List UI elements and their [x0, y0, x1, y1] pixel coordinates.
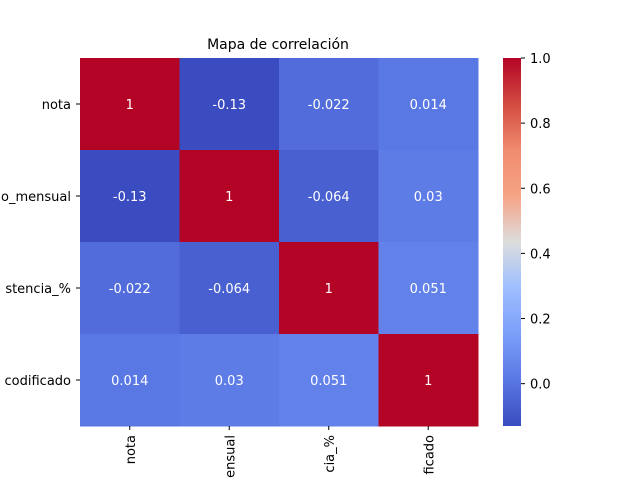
heatmap-cell — [80, 58, 180, 151]
column-label: nota — [124, 435, 139, 464]
heatmap-cell — [179, 58, 280, 151]
colorbar-tick-label: 0.8 — [530, 117, 551, 132]
heatmap-cell — [279, 242, 379, 335]
row-label: o_mensual — [1, 190, 71, 205]
cell-value-label: -0.13 — [212, 98, 246, 113]
heatmap-cell — [279, 334, 379, 427]
heatmap-cell-labels: 1 -0.13 -0.022 0.014 -0.13 1 -0.064 0.03 -0.022 -… — [109, 98, 447, 389]
row-label: stencia_% — [5, 282, 71, 297]
column-label: ensual — [223, 435, 238, 478]
heatmap-cells — [80, 58, 479, 427]
chart-title: Mapa de correlación — [207, 37, 349, 53]
column-tick-labels: nota ensual cia_% ficado — [124, 426, 437, 478]
heatmap-cell — [279, 150, 379, 243]
row-tick-labels: nota o_mensual stencia_% codificado — [1, 98, 80, 389]
cell-value-label: 0.03 — [414, 190, 443, 205]
heatmap-cell — [378, 242, 479, 335]
heatmap-cell — [179, 150, 280, 243]
cell-value-label: 1 — [126, 98, 134, 113]
heatmap-cell — [80, 242, 180, 335]
column-label: cia_% — [323, 435, 338, 473]
colorbar — [503, 58, 521, 426]
row-label: codificado — [5, 374, 72, 389]
cell-value-label: 0.051 — [410, 282, 447, 297]
colorbar-ticks: 0.0 0.2 0.4 0.6 0.8 1.0 — [521, 52, 551, 393]
cell-value-label: -0.064 — [308, 190, 350, 205]
cell-value-label: 0.03 — [215, 374, 244, 389]
cell-value-label: -0.022 — [109, 282, 151, 297]
cell-value-label: 0.051 — [310, 374, 347, 389]
cell-value-label: 1 — [225, 190, 233, 205]
heatmap-cell — [179, 242, 280, 335]
heatmap-cell — [179, 334, 280, 427]
cell-value-label: 0.014 — [111, 374, 148, 389]
heatmap-cell — [80, 334, 180, 427]
colorbar-tick-label: 0.0 — [530, 378, 551, 393]
colorbar-tick-label: 0.6 — [530, 182, 551, 197]
colorbar-tick-label: 0.2 — [530, 313, 551, 328]
cell-value-label: 0.014 — [410, 98, 447, 113]
cell-value-label: -0.022 — [308, 98, 350, 113]
row-label: nota — [42, 98, 71, 113]
colorbar-tick-label: 1.0 — [530, 52, 551, 67]
cell-value-label: 1 — [325, 282, 333, 297]
heatmap-cell — [378, 334, 479, 427]
cell-value-label: -0.064 — [208, 282, 250, 297]
cell-value-label: -0.13 — [113, 190, 147, 205]
heatmap-cell — [80, 150, 180, 243]
heatmap-cell — [378, 58, 479, 151]
colorbar-tick-label: 0.4 — [530, 247, 551, 262]
heatmap-cell — [279, 58, 379, 151]
column-label: ficado — [422, 435, 437, 475]
cell-value-label: 1 — [424, 374, 432, 389]
heatmap-cell — [378, 150, 479, 243]
